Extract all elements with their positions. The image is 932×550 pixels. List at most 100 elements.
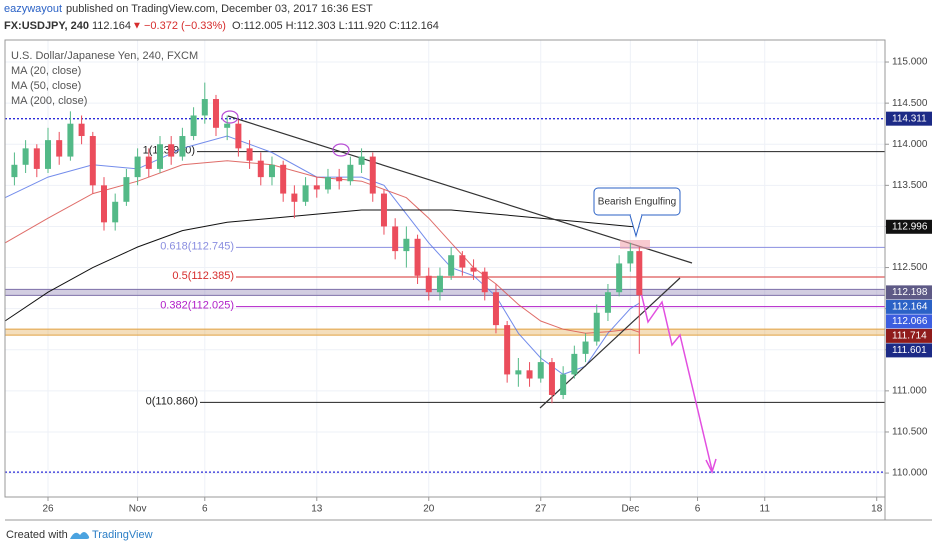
fib-label: 0(110.860) xyxy=(146,395,198,407)
circle-marker xyxy=(221,110,239,124)
symbol: FX:USDJPY, 240 xyxy=(4,20,89,32)
legend-item: MA (50, close) xyxy=(11,80,81,92)
candle-body xyxy=(560,374,567,395)
callout-pointer xyxy=(629,214,643,238)
candle-body xyxy=(201,99,208,116)
candle-body xyxy=(470,267,477,272)
logo xyxy=(70,532,90,539)
candle-body xyxy=(425,275,432,293)
candle-body xyxy=(582,341,589,354)
candle-body xyxy=(548,362,555,395)
candle-body xyxy=(358,156,365,165)
price-label-box xyxy=(886,111,932,126)
candle-body xyxy=(235,123,242,149)
y-tick-label: 115.000 xyxy=(892,57,928,68)
candle-body xyxy=(302,185,309,202)
candle-body xyxy=(179,136,186,157)
fib-label: 0.382(112.025) xyxy=(160,300,234,312)
y-tick-label: 113.500 xyxy=(892,180,928,191)
footer-brand: TradingView xyxy=(92,529,153,541)
candle-body xyxy=(369,156,376,194)
price-label: 112.996 xyxy=(892,221,928,232)
candle-body xyxy=(481,271,488,293)
x-tick-label: Nov xyxy=(129,504,147,515)
candle-body xyxy=(190,115,197,137)
candle-body xyxy=(636,251,643,296)
x-tick-label: 11 xyxy=(760,504,771,515)
price-label: 112.164 xyxy=(892,302,928,313)
candle-body xyxy=(67,123,74,157)
y-tick-label: 110.000 xyxy=(892,468,928,479)
price-label-box xyxy=(886,285,932,300)
candle-body xyxy=(156,144,163,169)
candle-body xyxy=(504,325,511,375)
footer-created: Created with xyxy=(6,529,68,541)
candle-body xyxy=(616,263,623,293)
price-label-box xyxy=(886,314,932,329)
x-tick-label: Dec xyxy=(621,504,639,515)
x-tick-label: 13 xyxy=(311,504,323,515)
candle-body xyxy=(11,164,18,178)
candle-body xyxy=(414,238,421,276)
projection-arrow xyxy=(639,287,713,471)
author: eazywayout xyxy=(4,3,62,15)
candle-body xyxy=(515,370,522,375)
price-label-box xyxy=(886,299,932,314)
candle-body xyxy=(33,148,40,169)
price-label: 112.198 xyxy=(892,287,928,298)
candle-body xyxy=(604,292,611,313)
price-label: 114.311 xyxy=(892,113,927,124)
candle-body xyxy=(571,353,578,375)
candle-body xyxy=(257,160,264,178)
candle-body xyxy=(78,123,85,137)
trendline xyxy=(227,115,693,264)
candle-body xyxy=(313,185,320,190)
candle-body xyxy=(56,140,63,157)
candle-body xyxy=(436,275,443,293)
circle-marker xyxy=(332,143,350,157)
candle-body xyxy=(593,312,600,342)
fib-label: 0.618(112.745) xyxy=(160,240,234,252)
x-tick-label: 26 xyxy=(42,504,54,515)
candle-body xyxy=(246,148,253,161)
fib-label: 0.5(112.385) xyxy=(172,270,234,282)
x-tick-label: 20 xyxy=(423,504,435,515)
candle-body xyxy=(45,140,52,169)
candle-body xyxy=(537,362,544,379)
candle-body xyxy=(224,123,231,128)
x-tick-label: 6 xyxy=(695,504,701,515)
candle-body xyxy=(123,177,130,202)
legend-item: MA (20, close) xyxy=(11,65,81,77)
candle-body xyxy=(134,156,141,178)
price-label-box xyxy=(886,343,932,358)
candle-body xyxy=(336,177,343,182)
candle-body xyxy=(212,99,219,128)
candle-body xyxy=(492,292,499,326)
price-label: 111.714 xyxy=(892,331,927,342)
price-label-box xyxy=(886,328,932,343)
candle-body xyxy=(280,164,287,194)
price-label-box xyxy=(886,219,932,234)
price-label: 111.601 xyxy=(892,345,927,356)
candle-body xyxy=(100,185,107,223)
candle-body xyxy=(526,370,533,379)
y-tick-label: 114.500 xyxy=(892,98,928,109)
candle-body xyxy=(268,164,275,178)
arrow-head xyxy=(705,458,717,475)
axes: 115.000114.500114.000113.500113.000112.5… xyxy=(42,57,932,515)
candle-body xyxy=(145,156,152,169)
candle-body xyxy=(392,226,399,252)
candle-body xyxy=(22,148,29,165)
y-tick-label: 111.000 xyxy=(892,386,927,397)
callout-text: Bearish Engulfing xyxy=(598,197,676,208)
candle-body xyxy=(627,251,634,264)
last-price: 112.164 xyxy=(92,20,131,32)
candles xyxy=(11,82,643,404)
candle-body xyxy=(89,136,96,186)
callout: Bearish Engulfing xyxy=(593,187,681,238)
y-tick-label: 110.500 xyxy=(892,427,928,438)
change: −0.372 (−0.33%) xyxy=(144,20,226,32)
x-tick-label: 6 xyxy=(202,504,208,515)
